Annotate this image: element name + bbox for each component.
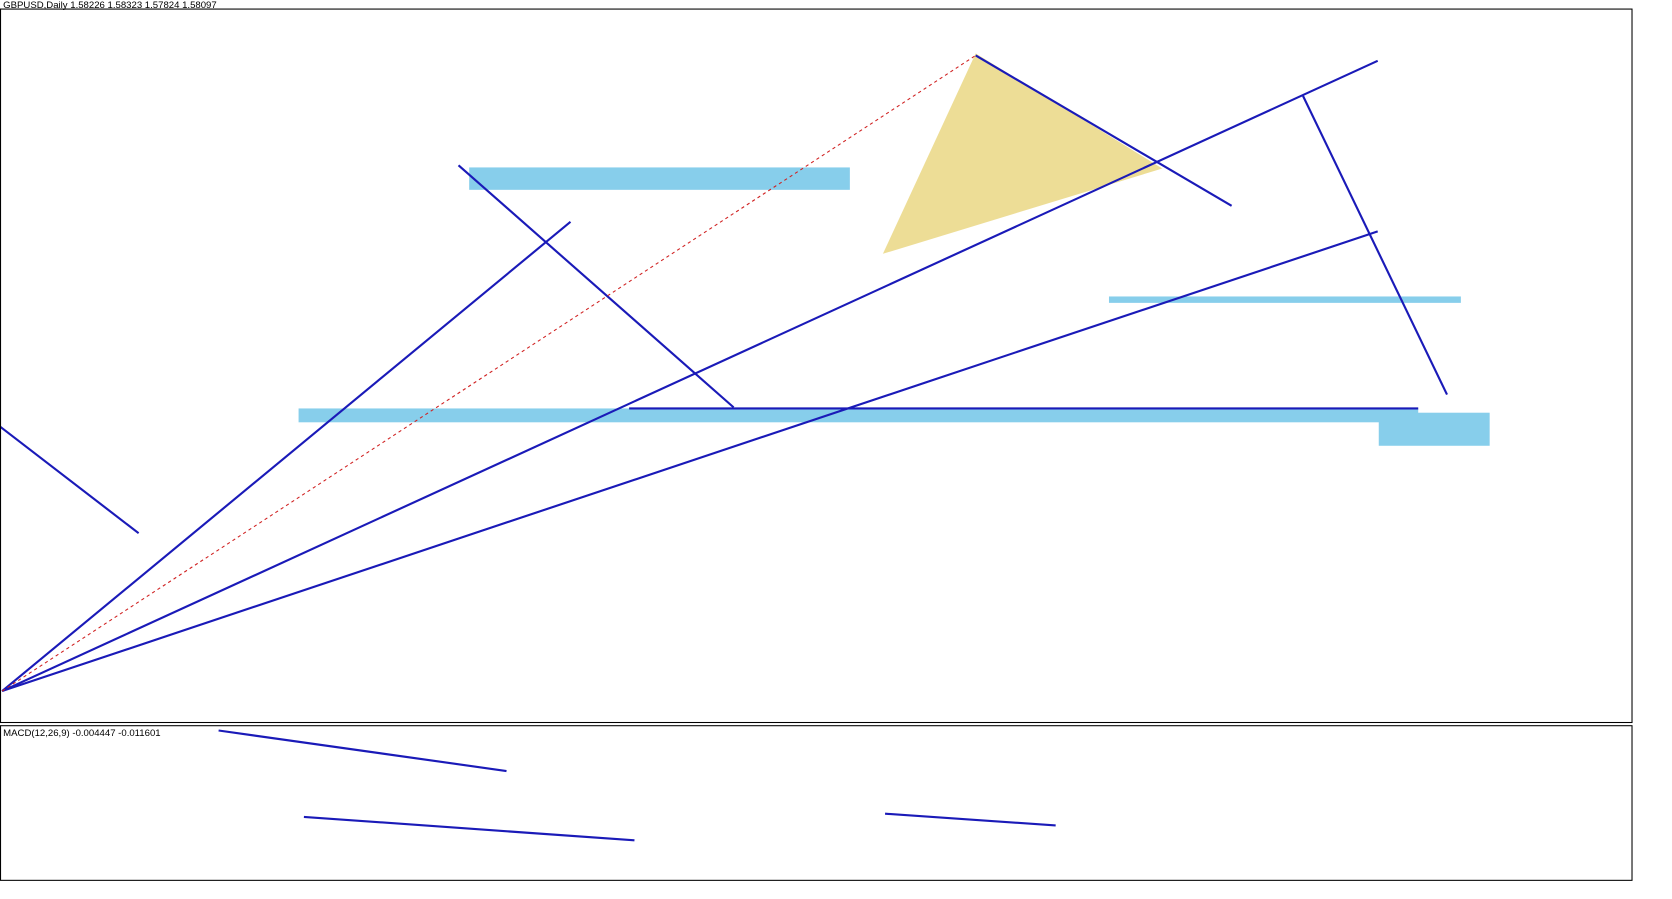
trendline [1302, 95, 1448, 396]
support-zone [1378, 412, 1490, 446]
trendline [1, 220, 572, 692]
support-zone [298, 408, 1419, 423]
macd-divergence [218, 729, 507, 773]
pattern-triangle [882, 53, 1163, 254]
trendline [975, 54, 1233, 207]
macd-header: MACD(12,26,9) -0.004447 -0.011601 [3, 728, 160, 739]
fib-baseline [1, 55, 976, 692]
main-frame [0, 8, 1633, 724]
trendline [1, 230, 1379, 693]
trendline [457, 164, 735, 409]
trendline [0, 425, 140, 535]
supply-zone [469, 167, 850, 190]
macd-divergence [884, 812, 1056, 827]
support-zone [1108, 296, 1461, 303]
macd-frame [0, 725, 1633, 881]
trendline [1, 59, 1379, 693]
trendlines [0, 54, 1448, 842]
macd-divergence [303, 815, 635, 842]
symbol-header: GBPUSD,Daily 1.58226 1.58323 1.57824 1.5… [3, 0, 217, 11]
